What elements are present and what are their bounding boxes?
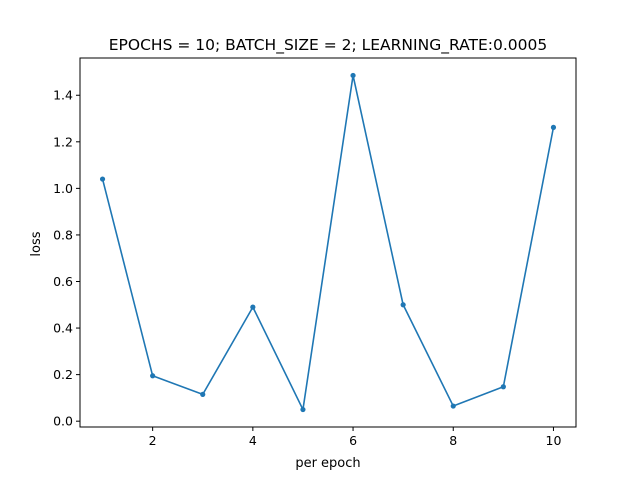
y-tick-label: 1.2 <box>53 134 73 149</box>
y-axis-label: loss <box>29 231 44 256</box>
x-tick-label: 10 <box>546 433 562 448</box>
y-tick-label: 0.8 <box>53 227 73 242</box>
y-tick-label: 0.6 <box>53 274 73 289</box>
data-point <box>450 403 456 409</box>
plot-frame <box>79 57 577 428</box>
x-axis-label: per epoch <box>295 456 360 471</box>
y-tick-label: 0.0 <box>53 414 73 429</box>
data-point <box>99 176 106 182</box>
data-point <box>200 391 206 398</box>
loss-line <box>101 74 555 411</box>
data-point <box>550 124 557 130</box>
data-point <box>350 72 356 79</box>
data-point <box>150 373 156 379</box>
chart-title: EPOCHS = 10; BATCH_SIZE = 2; LEARNING_RA… <box>109 36 547 55</box>
x-tick-label: 2 <box>149 433 157 448</box>
data-point <box>250 304 256 310</box>
x-tick-label: 6 <box>349 433 357 448</box>
data-point <box>400 302 406 308</box>
y-tick-label: 1.4 <box>53 88 73 103</box>
y-tick-label: 1.0 <box>53 181 73 196</box>
data-point <box>500 384 506 390</box>
x-tick-label: 8 <box>449 433 457 448</box>
y-tick-label: 0.4 <box>53 321 73 336</box>
x-tick-label: 4 <box>249 433 257 448</box>
y-tick-label: 0.2 <box>53 367 73 382</box>
data-point <box>300 406 306 413</box>
